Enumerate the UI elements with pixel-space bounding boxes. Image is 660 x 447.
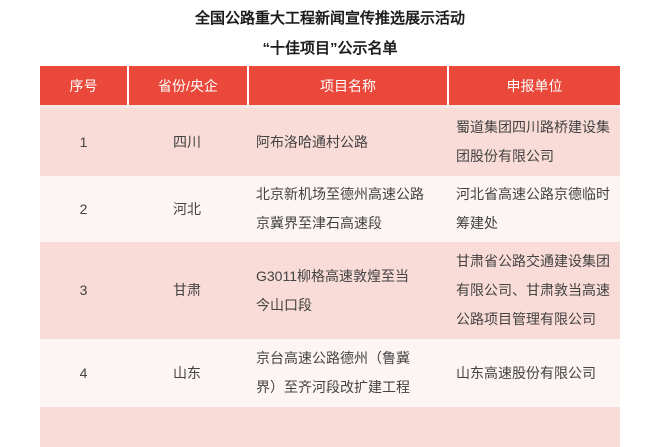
table-row: 2 河北 北京新机场至德州高速公路 京冀界至津石高速段 河北省高速公路京德临时 筹建处	[40, 176, 620, 242]
column-header-no: 序号	[40, 66, 127, 108]
column-header-project: 项目名称	[247, 66, 447, 108]
cell-region: 甘肃	[173, 282, 201, 298]
projects-table: 序号 省份/央企 项目名称 申报单位 1 四川 阿布洛哈通村公路 蜀道集团四川路桥建设…	[40, 66, 620, 447]
table-row: 4 山东 京台高速公路德州（鲁冀 界）至齐河段改扩建工程 山东高速股份有限公司	[40, 339, 620, 407]
cell-no: 3	[79, 282, 88, 298]
table-header-row: 序号 省份/央企 项目名称 申报单位	[40, 66, 620, 108]
cell-empty	[247, 407, 447, 447]
cell-no: 2	[79, 200, 88, 217]
cell-no: 4	[79, 364, 88, 381]
cell-unit: 甘肃省公路交通建设集团 有限公司、甘肃敦当高速 公路项目管理有限公司	[456, 253, 610, 327]
cell-project: 阿布洛哈通村公路	[256, 133, 368, 150]
table-row: 3 甘肃 G3011柳格高速敦煌至当 今山口段 甘肃省公路交通建设集团 有限公司、甘肃…	[40, 242, 620, 339]
cell-unit: 山东高速股份有限公司	[456, 364, 596, 381]
page-subtitle: “十佳项目”公示名单	[262, 40, 398, 57]
cell-project: G3011柳格高速敦煌至当 今山口段	[256, 267, 409, 313]
cell-region: 山东	[173, 364, 201, 381]
column-header-region: 省份/央企	[127, 66, 247, 108]
cell-region: 四川	[173, 133, 201, 150]
column-header-unit: 申报单位	[447, 66, 620, 108]
cell-empty	[40, 407, 127, 447]
cell-unit: 河北省高速公路京德临时 筹建处	[456, 186, 610, 231]
cell-no: 1	[79, 133, 88, 150]
cell-region: 河北	[173, 200, 201, 217]
cell-project: 北京新机场至德州高速公路 京冀界至津石高速段	[256, 186, 424, 231]
table-body: 1 四川 阿布洛哈通村公路 蜀道集团四川路桥建设集 团股份有限公司 2 河北 北京新机场至德…	[40, 108, 620, 447]
page-title: 全国公路重大工程新闻宣传推选展示活动	[194, 10, 465, 27]
cell-empty	[447, 407, 620, 447]
cell-project: 京台高速公路德州（鲁冀 界）至齐河段改扩建工程	[256, 350, 410, 395]
cell-unit: 蜀道集团四川路桥建设集 团股份有限公司	[456, 119, 610, 164]
table-row-partial	[40, 407, 620, 447]
cell-empty	[127, 407, 247, 447]
table-row: 1 四川 阿布洛哈通村公路 蜀道集团四川路桥建设集 团股份有限公司	[40, 108, 620, 176]
